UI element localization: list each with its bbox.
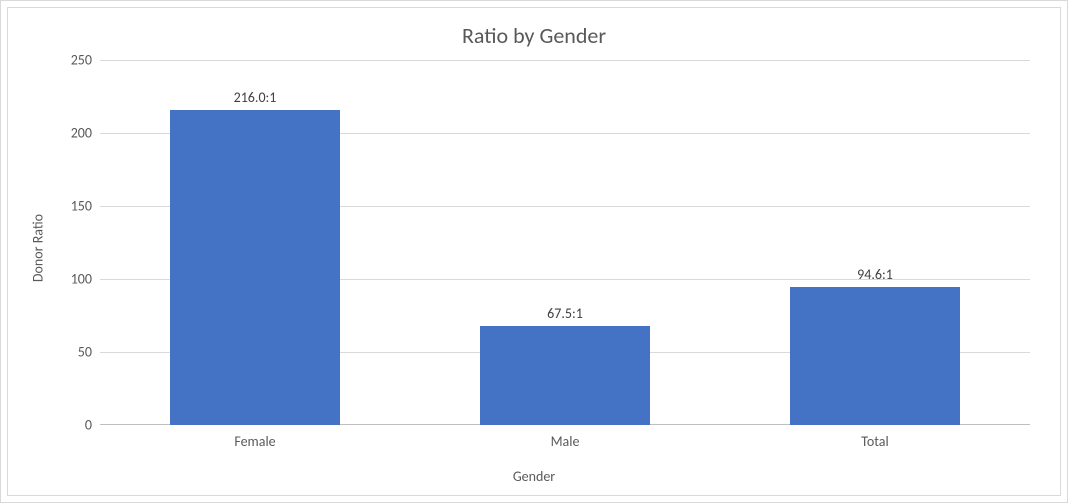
y-tick-label: 200 xyxy=(32,125,92,142)
bar-value-label: 67.5:1 xyxy=(547,305,583,322)
y-tick-label: 250 xyxy=(32,52,92,69)
bar xyxy=(790,287,961,425)
gridline xyxy=(100,60,1030,61)
y-tick-label: 100 xyxy=(32,271,92,288)
x-tick-label: Female xyxy=(234,433,275,450)
y-tick-label: 0 xyxy=(32,417,92,434)
bar-value-label: 216.0:1 xyxy=(234,89,277,106)
y-tick-label: 50 xyxy=(32,344,92,361)
chart-outer-frame: Ratio by Gender Donor Ratio 050100150200… xyxy=(0,0,1068,503)
plot-area: 050100150200250216.0:1Female67.5:1Male94… xyxy=(100,60,1030,425)
x-axis-label: Gender xyxy=(8,468,1060,485)
chart-inner-frame: Ratio by Gender Donor Ratio 050100150200… xyxy=(7,7,1061,496)
x-tick-label: Total xyxy=(861,433,888,450)
bar-value-label: 94.6:1 xyxy=(857,266,893,283)
bar xyxy=(480,326,651,425)
chart-title: Ratio by Gender xyxy=(8,22,1060,49)
y-tick-label: 150 xyxy=(32,198,92,215)
x-tick-label: Male xyxy=(551,433,580,450)
bar xyxy=(170,110,341,425)
